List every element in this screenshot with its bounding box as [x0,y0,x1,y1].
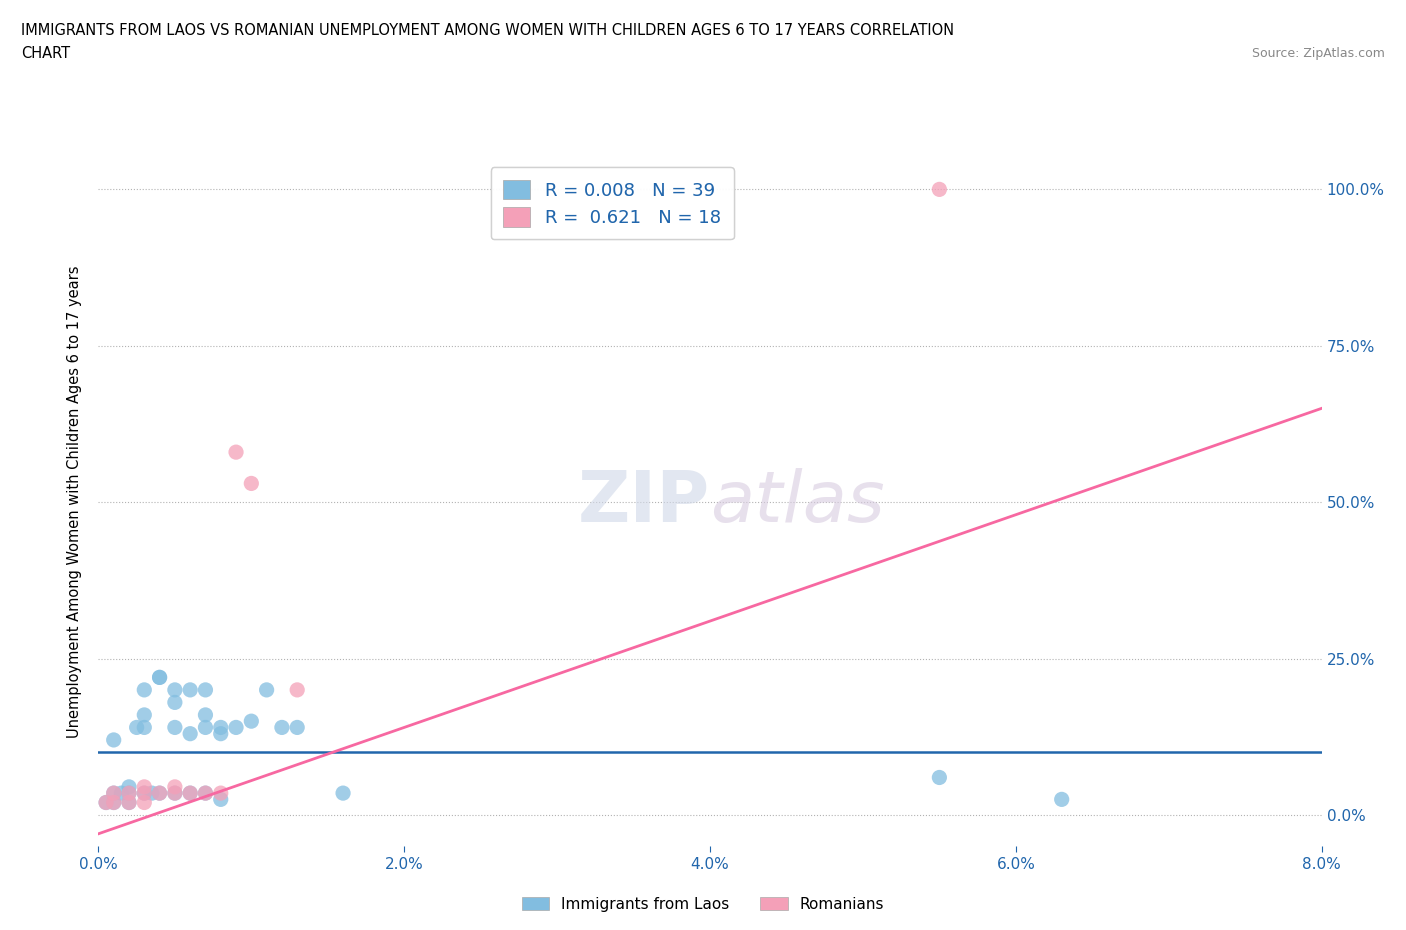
Point [134,786,156,801]
Point [225,445,247,459]
Point [163,779,186,794]
Point [209,720,232,735]
Text: Source: ZipAtlas.com: Source: ZipAtlas.com [1251,46,1385,60]
Text: ZIP: ZIP [578,468,710,537]
Point [103,786,125,801]
Point [134,708,156,723]
Point [194,708,217,723]
Point [134,795,156,810]
Point [118,795,141,810]
Point [110,786,132,801]
Point [118,779,141,794]
Legend: Immigrants from Laos, Romanians: Immigrants from Laos, Romanians [516,890,890,918]
Point [134,683,156,698]
Point [194,720,217,735]
Point [209,726,232,741]
Text: CHART: CHART [21,46,70,61]
Point [118,786,141,801]
Point [118,795,141,810]
Y-axis label: Unemployment Among Women with Children Ages 6 to 17 years: Unemployment Among Women with Children A… [67,266,83,738]
Point [103,795,125,810]
Point [103,786,125,801]
Point [103,795,125,810]
Point [285,720,308,735]
Point [285,683,308,698]
Point [141,786,163,801]
Point [163,695,186,710]
Point [194,786,217,801]
Point [103,733,125,748]
Point [179,726,201,741]
Point [928,770,950,785]
Point [149,786,172,801]
Point [928,182,950,197]
Point [134,779,156,794]
Point [194,683,217,698]
Point [149,670,172,684]
Point [94,795,117,810]
Point [163,786,186,801]
Point [240,476,263,491]
Text: IMMIGRANTS FROM LAOS VS ROMANIAN UNEMPLOYMENT AMONG WOMEN WITH CHILDREN AGES 6 T: IMMIGRANTS FROM LAOS VS ROMANIAN UNEMPLO… [21,23,955,38]
Point [179,786,201,801]
Point [163,683,186,698]
Point [125,720,148,735]
Point [118,786,141,801]
Point [332,786,354,801]
Point [149,670,172,684]
Point [149,786,172,801]
Point [270,720,294,735]
Point [179,786,201,801]
Point [209,786,232,801]
Point [225,720,247,735]
Text: atlas: atlas [710,468,884,537]
Point [194,786,217,801]
Point [179,683,201,698]
Point [1050,792,1073,807]
Legend: R = 0.008   N = 39, R =  0.621   N = 18: R = 0.008 N = 39, R = 0.621 N = 18 [491,167,734,239]
Point [163,720,186,735]
Point [94,795,117,810]
Point [256,683,278,698]
Point [209,792,232,807]
Point [134,720,156,735]
Point [134,786,156,801]
Point [240,713,263,728]
Point [163,786,186,801]
